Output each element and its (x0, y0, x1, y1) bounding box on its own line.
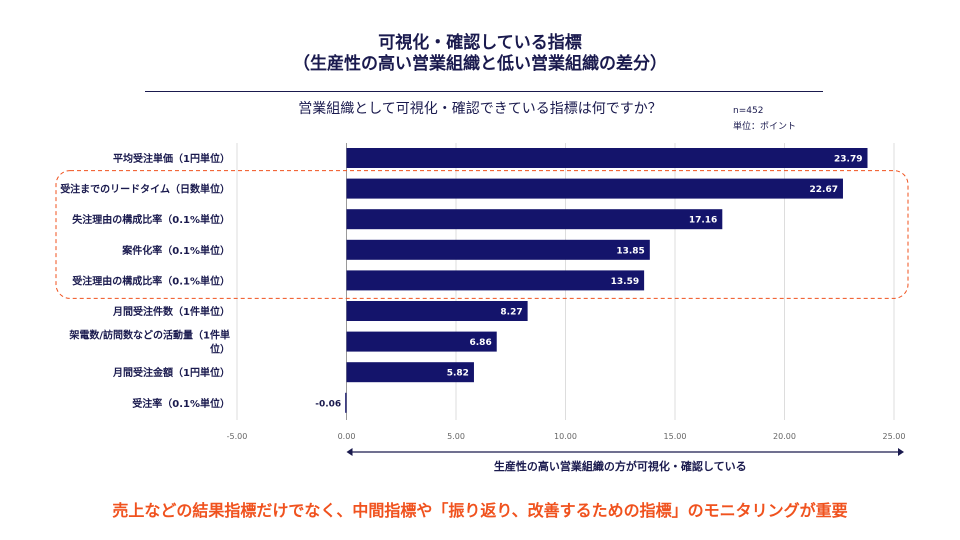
arrow-head-right (898, 448, 904, 456)
bar (346, 331, 497, 352)
highlight-box (55, 170, 909, 299)
category-label: 月間受注件数（1件単位） (112, 305, 230, 318)
title-divider (145, 91, 823, 92)
unit-note: 単位：ポイント (733, 122, 797, 132)
chart-subtitle: （生産性の高い営業組織と低い営業組織の差分） (293, 54, 667, 74)
data-label: 6.86 (470, 338, 492, 348)
data-label: 13.85 (616, 246, 644, 256)
bar (346, 209, 723, 230)
data-label: 22.67 (810, 185, 838, 195)
x-tick-label: 5.00 (447, 432, 465, 441)
category-label: 月間受注金額（1円単位） (112, 366, 230, 379)
data-label: 13.59 (611, 277, 639, 287)
bar (346, 148, 868, 168)
x-tick-label: 0.00 (338, 432, 356, 441)
arrow-label: 生産性の高い営業組織の方が可視化・確認している (494, 459, 747, 473)
bar (346, 270, 645, 291)
category-label: 受注理由の構成比率（0.1%単位） (72, 274, 230, 287)
chart-title: 可視化・確認している指標 (378, 33, 582, 53)
data-label: 17.16 (689, 216, 717, 226)
x-tick-label: 25.00 (883, 432, 906, 441)
sample-size: n=452 (733, 106, 764, 116)
bar (346, 301, 528, 321)
x-tick-label: 10.00 (554, 432, 577, 441)
x-tick-label: -5.00 (227, 432, 248, 441)
bar (346, 178, 843, 199)
bar (345, 392, 347, 413)
arrow-head-left (346, 448, 353, 456)
data-label: 5.82 (447, 369, 469, 379)
bar (346, 239, 650, 260)
category-label: 受注までのリードタイム（日数単位） (60, 183, 230, 196)
category-label: 案件化率（0.1%単位） (121, 244, 230, 257)
category-label: 受注率（0.1%単位） (132, 397, 230, 410)
survey-question: 営業組織として可視化・確認できている指標は何ですか？ (298, 101, 662, 117)
category-label: 平均受注単価（1円単位） (113, 152, 230, 165)
bar (346, 362, 474, 383)
category-label: 失注理由の構成比率（0.1%単位） (72, 213, 230, 226)
category-label: 架電数/訪問数などの活動量（1件単位） (68, 329, 230, 356)
x-tick-label: 20.00 (773, 432, 796, 441)
data-label: -0.06 (315, 399, 341, 409)
data-label: 23.79 (834, 155, 862, 165)
x-tick-label: 15.00 (664, 432, 687, 441)
data-label: 8.27 (500, 308, 522, 318)
key-message: 売上などの結果指標だけでなく、中間指標や「振り返り、改善するための指標」のモニタ… (112, 501, 848, 520)
